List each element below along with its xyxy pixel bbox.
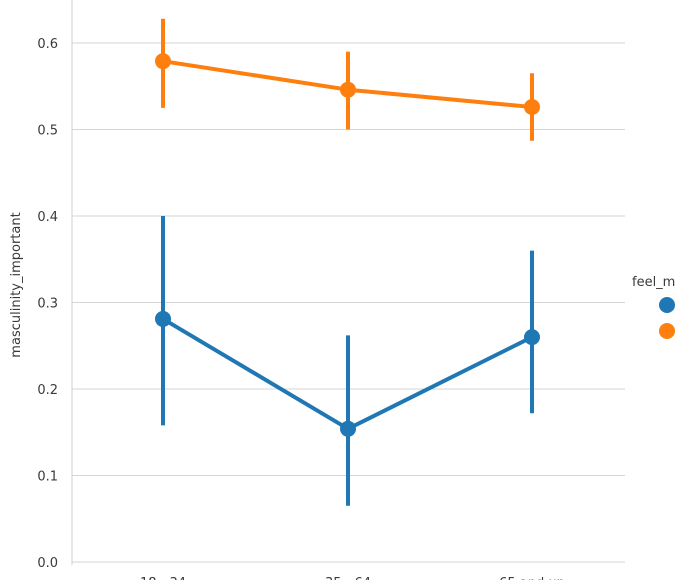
y-tick-label: 0.3 — [37, 297, 58, 312]
data-point — [340, 81, 356, 98]
x-tick-label: 35 - 64 — [325, 576, 371, 580]
data-point — [340, 420, 356, 437]
series-group — [155, 216, 540, 506]
y-tick-label: 0.2 — [37, 383, 58, 398]
y-tick-label: 0.1 — [37, 470, 58, 485]
legend: feel_m — [632, 275, 675, 339]
y-tick-label: 0.6 — [37, 37, 58, 52]
legend-marker — [659, 323, 675, 339]
data-point — [155, 53, 171, 70]
data-point — [155, 310, 171, 327]
y-tick-labels: 0.0 0.1 0.2 0.3 0.4 0.5 0.6 — [37, 37, 58, 571]
legend-marker — [659, 297, 675, 313]
data-series — [155, 18, 540, 506]
series-group — [155, 18, 540, 141]
data-point — [524, 99, 540, 116]
y-axis-label: masculinity_important — [9, 212, 24, 357]
y-tick-label: 0.0 — [37, 556, 58, 571]
y-tick-label: 0.4 — [37, 210, 58, 225]
x-tick-label: 18 - 34 — [140, 576, 186, 580]
legend-title: feel_m — [632, 275, 675, 290]
x-tick-label: 65 and up — [499, 576, 565, 580]
data-point — [524, 329, 540, 346]
y-tick-label: 0.5 — [37, 124, 58, 139]
x-tick-labels: 18 - 34 35 - 64 65 and up — [140, 576, 565, 580]
